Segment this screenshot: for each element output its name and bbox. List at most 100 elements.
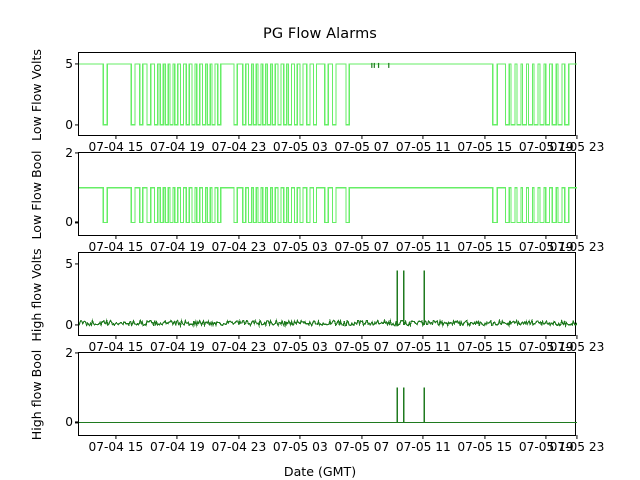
x-tick-mark xyxy=(545,235,547,239)
plot-trace xyxy=(79,270,577,329)
x-tick-mark xyxy=(115,135,117,139)
x-tick-mark xyxy=(361,235,363,239)
y-tick-mark xyxy=(75,124,79,126)
subplot-low-flow-volts: 0 5 07-04 15 07-04 19 07-04 23 07-05 03 07-05 … xyxy=(29,49,604,154)
x-tick-mark xyxy=(238,135,240,139)
x-tick-label: 07-04 23 xyxy=(211,140,267,154)
x-tick-label: 07-05 15 xyxy=(457,340,513,354)
x-tick-mark xyxy=(299,435,301,439)
x-tick-label: 07-05 07 xyxy=(334,440,390,454)
x-tick-mark xyxy=(115,335,117,339)
y-tick-label: 0 xyxy=(65,215,73,230)
x-tick-mark xyxy=(238,435,240,439)
x-tick-label: 07-05 23 xyxy=(549,240,605,254)
x-tick-label: 07-05 15 xyxy=(457,440,513,454)
x-tick-label: 07-05 07 xyxy=(334,240,390,254)
x-tick-label: 07-05 19 xyxy=(518,240,574,254)
x-tick-label: 07-04 15 xyxy=(88,240,144,254)
y-tick-label: 0 xyxy=(65,117,73,132)
x-tick-label: 07-04 15 xyxy=(88,440,144,454)
y-tick-label: 5 xyxy=(65,256,73,271)
y-tick-label: 0 xyxy=(65,317,73,332)
plot-trace xyxy=(79,62,577,126)
x-tick-mark xyxy=(545,135,547,139)
y-axis-label: High flow Volts xyxy=(29,248,44,342)
x-tick-mark xyxy=(361,435,363,439)
x-tick-mark xyxy=(299,135,301,139)
x-tick-mark xyxy=(422,235,424,239)
x-tick-label: 07-05 15 xyxy=(457,140,513,154)
x-tick-mark xyxy=(176,335,178,339)
plot-trace xyxy=(79,187,577,224)
x-tick-label: 07-04 19 xyxy=(149,240,205,254)
x-tick-label: 07-04 15 xyxy=(88,140,144,154)
x-tick-label: 07-05 11 xyxy=(395,440,451,454)
x-tick-mark xyxy=(115,435,117,439)
subplot-low-flow-bool: 0 2 07-04 15 07-04 19 07-04 23 07-05 03 07-05 … xyxy=(29,146,604,254)
y-tick-label: 2 xyxy=(65,146,73,160)
x-tick-label: 07-05 07 xyxy=(334,140,390,154)
x-tick-mark xyxy=(484,335,486,339)
x-tick-label: 07-05 07 xyxy=(334,340,390,354)
x-axis-label: Date (GMT) xyxy=(283,464,357,479)
x-tick-mark xyxy=(576,335,578,339)
x-tick-label: 07-04 23 xyxy=(211,440,267,454)
y-tick-mark xyxy=(75,63,79,65)
x-tick-mark xyxy=(484,235,486,239)
x-tick-label: 07-05 03 xyxy=(272,140,328,154)
x-tick-label: 07-05 11 xyxy=(395,340,451,354)
x-tick-mark xyxy=(422,435,424,439)
x-tick-label: 07-05 19 xyxy=(518,440,574,454)
x-tick-label: 07-05 23 xyxy=(549,340,605,354)
subplot-high-flow-bool: 0 2 07-04 15 07-04 19 07-04 23 07-05 03 07-05 … xyxy=(29,346,604,454)
y-tick-mark xyxy=(75,263,79,265)
y-tick-mark xyxy=(75,324,79,326)
x-tick-label: 07-05 03 xyxy=(272,340,328,354)
x-tick-mark xyxy=(545,435,547,439)
y-tick-mark xyxy=(75,221,79,223)
y-axis-label: Low Flow Volts xyxy=(29,49,44,141)
x-tick-mark xyxy=(484,135,486,139)
y-tick-label: 5 xyxy=(65,56,73,71)
x-tick-mark xyxy=(176,235,178,239)
x-tick-mark xyxy=(545,335,547,339)
x-tick-mark xyxy=(238,235,240,239)
y-tick-mark xyxy=(75,421,79,423)
y-tick-label: 2 xyxy=(65,346,73,360)
x-tick-mark xyxy=(422,335,424,339)
x-tick-mark xyxy=(484,435,486,439)
y-axis-label: High flow Bool xyxy=(29,349,44,441)
x-tick-label: 07-04 23 xyxy=(211,240,267,254)
x-tick-label: 07-04 15 xyxy=(88,340,144,354)
x-tick-label: 07-05 23 xyxy=(549,440,605,454)
x-tick-mark xyxy=(576,235,578,239)
y-axis-label: Low Flow Bool xyxy=(29,150,44,240)
x-tick-label: 07-05 11 xyxy=(395,140,451,154)
x-tick-mark xyxy=(576,135,578,139)
x-tick-mark xyxy=(361,135,363,139)
y-tick-label: 0 xyxy=(65,415,73,430)
x-tick-label: 07-04 19 xyxy=(149,440,205,454)
plot-trace xyxy=(79,387,577,424)
x-tick-label: 07-05 19 xyxy=(518,340,574,354)
x-tick-mark xyxy=(115,235,117,239)
y-tick-mark xyxy=(75,352,79,354)
x-tick-mark xyxy=(422,135,424,139)
x-tick-mark xyxy=(238,335,240,339)
x-tick-label: 07-05 23 xyxy=(549,140,605,154)
x-tick-mark xyxy=(299,235,301,239)
x-tick-mark xyxy=(576,435,578,439)
chart-title: PG Flow Alarms xyxy=(263,26,377,42)
x-tick-label: 07-05 03 xyxy=(272,440,328,454)
x-tick-mark xyxy=(176,135,178,139)
x-tick-label: 07-05 15 xyxy=(457,240,513,254)
y-tick-mark xyxy=(75,152,79,154)
x-tick-label: 07-05 19 xyxy=(518,140,574,154)
x-tick-label: 07-04 23 xyxy=(211,340,267,354)
x-tick-mark xyxy=(361,335,363,339)
x-tick-label: 07-04 19 xyxy=(149,340,205,354)
x-tick-label: 07-05 11 xyxy=(395,240,451,254)
x-tick-mark xyxy=(299,335,301,339)
x-tick-label: 07-05 03 xyxy=(272,240,328,254)
